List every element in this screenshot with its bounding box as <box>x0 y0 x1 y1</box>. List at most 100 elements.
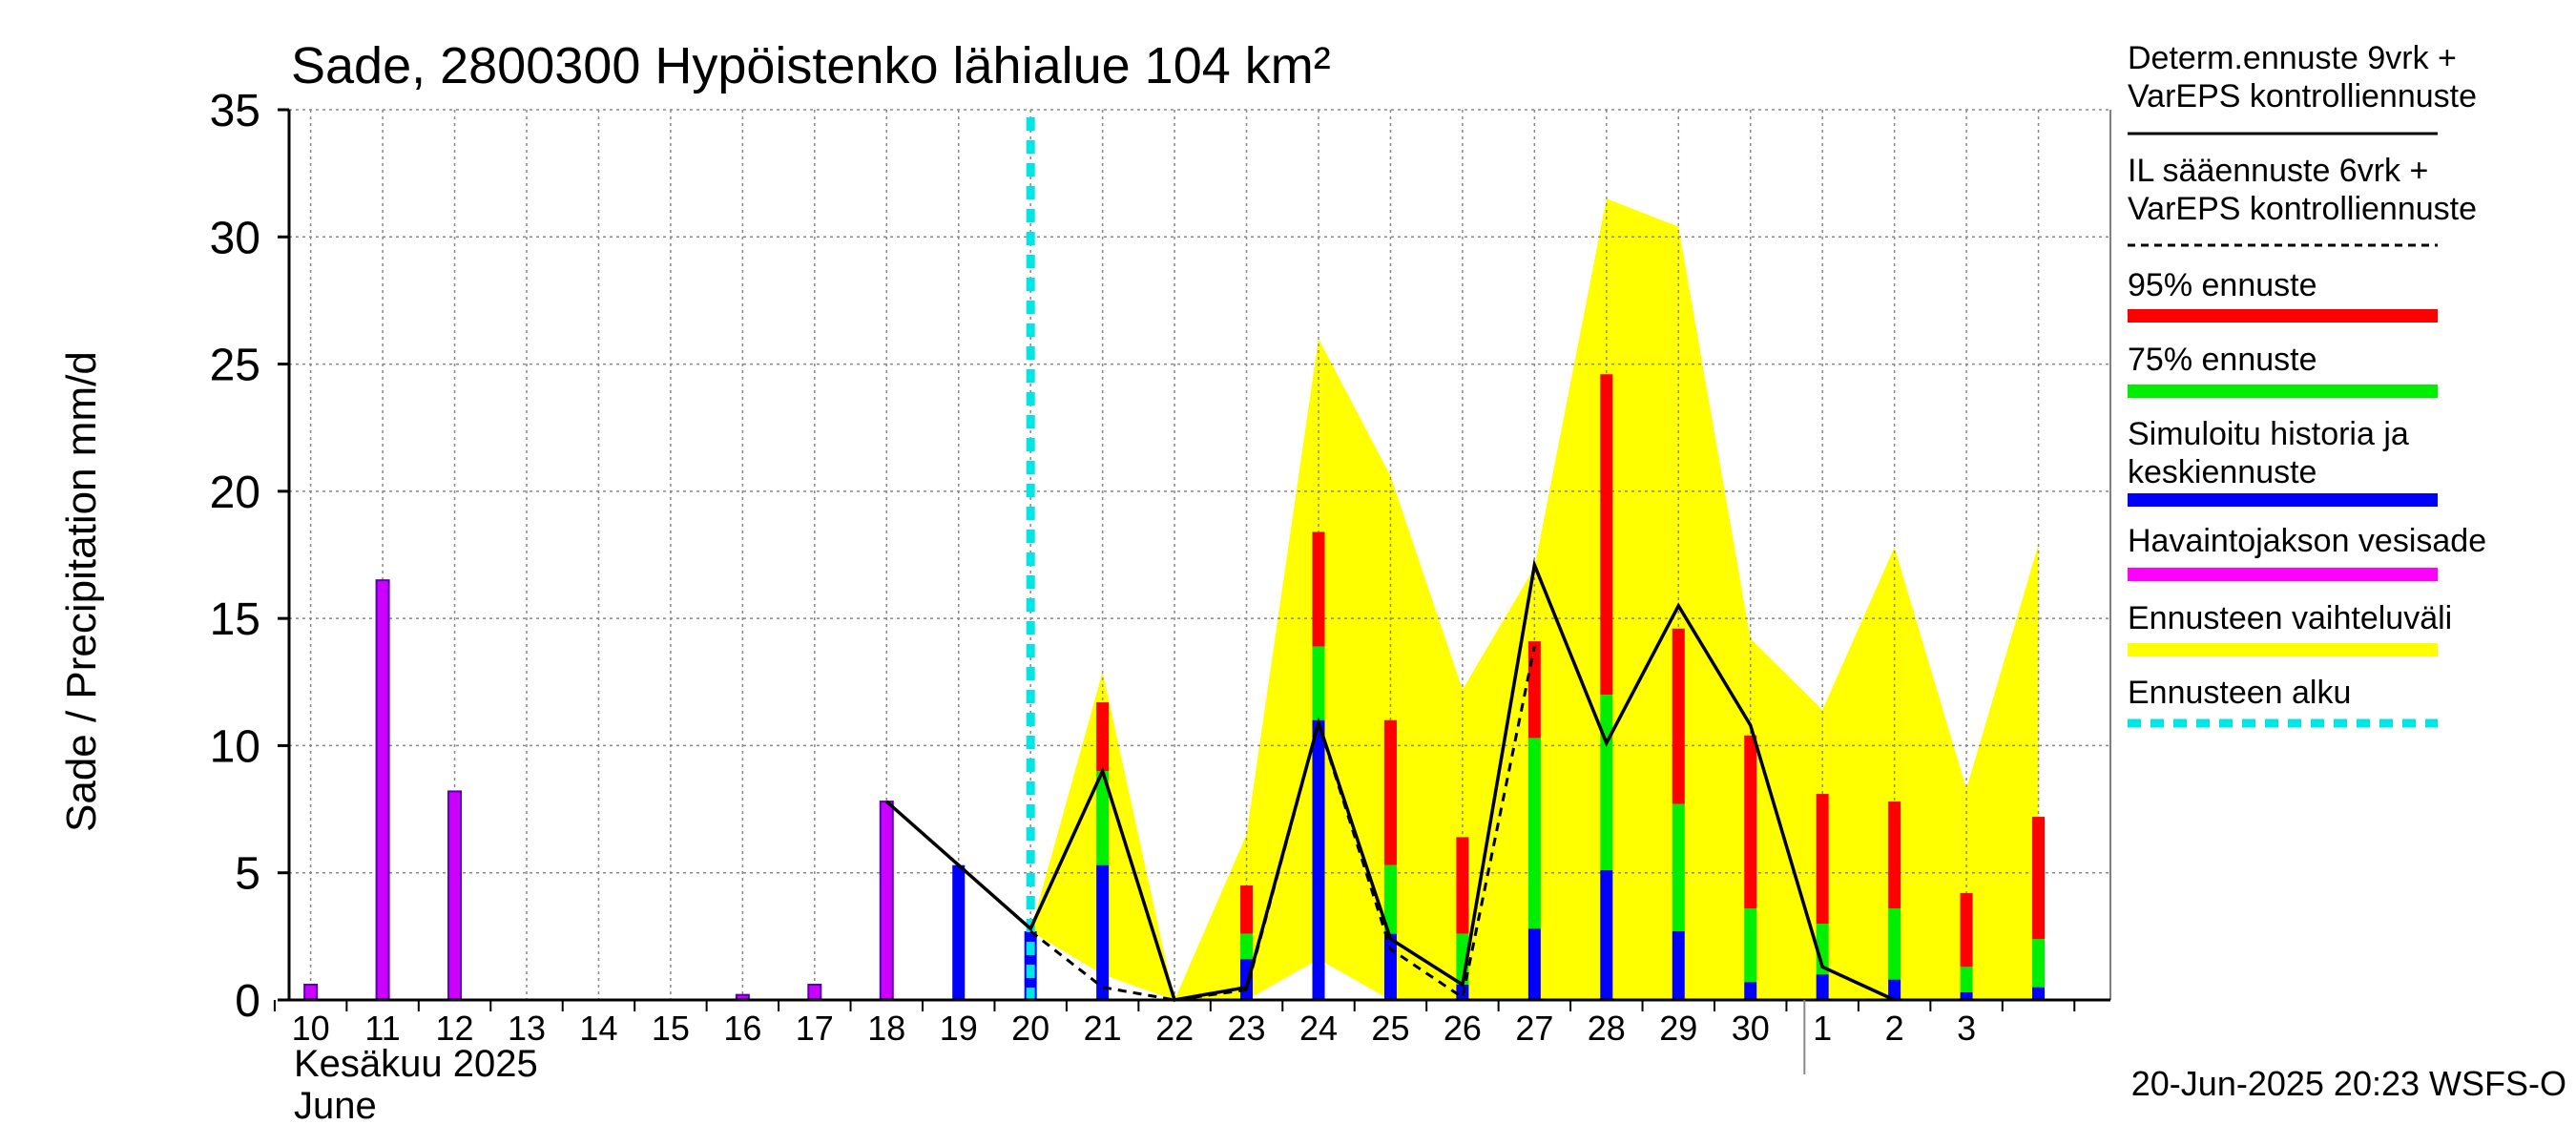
x-tick-label: 20 <box>1011 1009 1049 1048</box>
y-tick-label: 10 <box>210 721 260 772</box>
legend-label: VarEPS kontrolliennuste <box>2128 191 2477 227</box>
x-tick-label: 15 <box>652 1009 690 1048</box>
p75-bar <box>1600 695 1613 871</box>
mean-bar <box>1600 870 1613 1000</box>
p95-bar <box>1240 885 1254 934</box>
mean-bar <box>1672 931 1685 1000</box>
deterministic-forecast-line <box>885 558 1896 1002</box>
mean-bar <box>1816 974 1829 1000</box>
x-tick-label: 27 <box>1515 1009 1553 1048</box>
y-axis-label: Sade / Precipitation mm/d <box>58 351 105 832</box>
observed-bar <box>303 984 319 1002</box>
legend-label: Ennusteen vaihteluväli <box>2128 600 2452 636</box>
simulated-bar <box>952 864 966 1000</box>
mean-bar <box>1312 719 1325 1000</box>
legend-label: 75% ennuste <box>2128 342 2317 378</box>
x-tick-label: 29 <box>1659 1009 1697 1048</box>
x-tick-label: 11 <box>364 1009 400 1048</box>
x-tick-label: 10 <box>292 1009 330 1048</box>
legend-swatch <box>2128 385 2438 398</box>
observed-bar <box>447 790 463 1002</box>
x-tick-label: 28 <box>1588 1009 1626 1048</box>
y-tick-label: 15 <box>210 594 260 645</box>
x-tick-label: 12 <box>436 1009 474 1048</box>
p95-bar <box>1888 802 1901 909</box>
observed-bar <box>375 579 390 1002</box>
mean-bar <box>1888 979 1901 1000</box>
x-tick-label: 2 <box>1885 1009 1904 1048</box>
p75-bar <box>1527 738 1541 929</box>
y-tick-label: 35 <box>210 86 260 136</box>
x-tick-label: 22 <box>1155 1009 1194 1048</box>
p95-bar <box>1456 837 1469 934</box>
p75-bar <box>1672 803 1685 932</box>
x-tick-label: 26 <box>1444 1009 1482 1048</box>
p75-bar <box>1744 908 1757 983</box>
mean-bar <box>2032 987 2046 1000</box>
legend-swatch <box>2128 568 2438 581</box>
x-tick-label: 18 <box>867 1009 905 1048</box>
x-tick-label: 3 <box>1957 1009 1976 1048</box>
legend-label: Ennusteen alku <box>2128 675 2351 711</box>
mean-bar <box>1527 928 1541 1000</box>
p75-bar <box>1240 933 1254 960</box>
x-tick-label: 23 <box>1228 1009 1266 1048</box>
x-tick-label: 24 <box>1299 1009 1338 1048</box>
legend-swatch <box>2128 643 2438 656</box>
x-tick-label: 14 <box>579 1009 617 1048</box>
y-tick-label: 25 <box>210 341 260 391</box>
p95-bar <box>1312 531 1325 647</box>
forecast-lines <box>885 117 1896 1002</box>
p95-bar <box>1096 702 1110 772</box>
chart-title: Sade, 2800300 Hypöistenko lähialue 104 k… <box>291 37 1331 94</box>
x-tick-label: 13 <box>508 1009 546 1048</box>
p95-bar <box>1744 735 1757 909</box>
x-tick-label: 16 <box>723 1009 761 1048</box>
bars <box>303 374 2046 1002</box>
p95-bar <box>1527 641 1541 739</box>
month-label-en: June <box>294 1085 377 1127</box>
p95-bar <box>1816 794 1829 925</box>
x-tick-label: 17 <box>796 1009 834 1048</box>
p95-bar <box>2032 817 2046 940</box>
p95-bar <box>1960 893 1973 968</box>
y-tick-label: 0 <box>235 976 260 1027</box>
p75-bar <box>1096 771 1110 865</box>
legend: Determ.ennuste 9vrk +VarEPS kontrollienn… <box>2128 40 2486 728</box>
footer-timestamp: 20-Jun-2025 20:23 WSFS-O <box>2131 1064 2566 1103</box>
legend-label: 95% ennuste <box>2128 267 2317 303</box>
p75-bar <box>1383 864 1397 934</box>
y-tick-label: 5 <box>235 849 260 900</box>
legend-label: Simuloitu historia ja <box>2128 416 2409 452</box>
x-tick-label: 30 <box>1732 1009 1770 1048</box>
legend-label: Havaintojakson vesisade <box>2128 523 2486 559</box>
p95-bar <box>1672 628 1685 804</box>
x-tick-label: 19 <box>940 1009 978 1048</box>
legend-label: keskiennuste <box>2128 454 2316 490</box>
y-tick-label: 30 <box>210 213 260 263</box>
observed-bar <box>807 984 822 1002</box>
y-tick-label: 20 <box>210 468 260 518</box>
p75-bar <box>1960 967 1973 993</box>
observed-bar <box>879 801 894 1001</box>
legend-swatch <box>2128 309 2438 323</box>
mean-bar <box>1383 933 1397 1000</box>
legend-label: VarEPS kontrolliennuste <box>2128 78 2477 114</box>
p75-bar <box>2032 939 2046 988</box>
x-tick-label: 1 <box>1813 1009 1832 1048</box>
x-tick-label: 21 <box>1084 1009 1122 1048</box>
legend-swatch <box>2128 493 2438 507</box>
p75-bar <box>1312 646 1325 720</box>
mean-bar <box>1744 982 1757 1000</box>
mean-bar <box>1960 992 1973 1000</box>
mean-bar <box>1096 864 1110 1000</box>
legend-label: IL sääennuste 6vrk + <box>2128 153 2428 189</box>
legend-label: Determ.ennuste 9vrk + <box>2128 40 2457 76</box>
p95-bar <box>1600 374 1613 696</box>
x-tick-label: 25 <box>1371 1009 1409 1048</box>
p75-bar <box>1888 908 1901 980</box>
p95-bar <box>1383 719 1397 865</box>
month-label-fi: Kesäkuu 2025 <box>294 1043 538 1085</box>
